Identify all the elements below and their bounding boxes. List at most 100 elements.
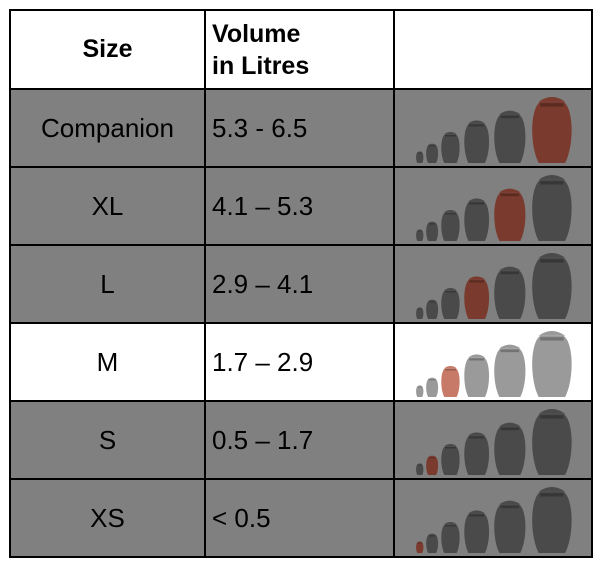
urn-body	[464, 279, 490, 319]
volume-cell: 1.7 – 2.9	[204, 322, 395, 402]
urn-body	[416, 386, 424, 397]
urn-icon	[441, 131, 460, 163]
urn-band	[444, 446, 456, 449]
table-row: S 0.5 – 1.7	[9, 400, 593, 480]
size-cell: Companion	[9, 88, 206, 168]
urn-lid	[444, 443, 457, 447]
header-volume-line1: Volume	[212, 19, 301, 48]
urn-illustration-cell	[393, 322, 593, 402]
urn-row-illustration	[416, 409, 572, 475]
urn-lid	[538, 331, 566, 336]
urn-lid	[444, 131, 457, 135]
urn-lid	[538, 487, 566, 492]
urn-body	[416, 230, 424, 241]
urn-body	[441, 368, 460, 397]
header-volume: Volume in Litres	[204, 9, 395, 90]
urn-body	[494, 192, 526, 241]
urn-lid	[444, 209, 457, 213]
urn-band	[500, 349, 520, 353]
urn-lid	[538, 175, 566, 180]
urn-body	[441, 290, 460, 319]
urn-icon	[426, 533, 439, 553]
urn-body	[441, 134, 460, 163]
size-cell: M	[9, 322, 206, 402]
urn-body	[426, 223, 439, 241]
urn-band	[428, 457, 436, 459]
urn-illustration-cell	[393, 166, 593, 246]
urn-icon	[426, 221, 439, 241]
urn-icon-selected	[494, 188, 526, 241]
urn-icon	[441, 521, 460, 553]
header-volume-line2: in Litres	[212, 51, 310, 80]
urn-lid	[468, 510, 486, 514]
urn-band	[417, 542, 422, 544]
urn-body	[532, 179, 572, 241]
urn-band	[417, 308, 422, 310]
table-row: Companion 5.3 - 6.5	[9, 88, 593, 168]
urn-lid	[468, 354, 486, 358]
urn-icon	[532, 253, 572, 319]
urn-icon	[494, 344, 526, 397]
volume-cell: 0.5 – 1.7	[204, 400, 395, 480]
urn-band	[500, 505, 520, 509]
urn-band	[444, 212, 456, 215]
urn-icon	[464, 510, 490, 553]
urn-body	[532, 413, 572, 475]
urn-body	[494, 504, 526, 553]
size-cell: L	[9, 244, 206, 324]
urn-body	[532, 101, 572, 163]
urn-body	[494, 270, 526, 319]
urn-icon	[426, 377, 439, 397]
urn-band	[428, 301, 436, 303]
urn-lid	[417, 307, 423, 309]
urn-icon	[464, 120, 490, 163]
urn-lid	[428, 377, 437, 379]
volume-cell: 2.9 – 4.1	[204, 244, 395, 324]
urn-lid	[499, 422, 521, 427]
urn-lid	[499, 188, 521, 193]
urn-body	[441, 524, 460, 553]
urn-icon	[532, 487, 572, 553]
urn-row-illustration	[416, 97, 572, 163]
urn-icon	[416, 229, 424, 241]
urn-illustration-cell	[393, 88, 593, 168]
urn-icon	[532, 331, 572, 397]
urn-lid	[444, 521, 457, 525]
urn-body	[532, 491, 572, 553]
urn-band	[469, 280, 485, 283]
urn-band	[469, 358, 485, 361]
urn-lid	[444, 365, 457, 369]
urn-band	[540, 181, 564, 185]
urn-band	[428, 379, 436, 381]
urn-icon	[494, 266, 526, 319]
urn-lid	[468, 432, 486, 436]
urn-icon-selected	[532, 97, 572, 163]
urn-band	[417, 464, 422, 466]
volume-cell: 4.1 – 5.3	[204, 166, 395, 246]
urn-body	[464, 201, 490, 241]
urn-icon	[416, 151, 424, 163]
urn-band	[417, 152, 422, 154]
urn-row-illustration	[416, 487, 572, 553]
header-size: Size	[9, 9, 206, 90]
urn-icon	[416, 385, 424, 397]
size-cell: S	[9, 400, 206, 480]
urn-lid	[538, 253, 566, 258]
urn-body	[494, 348, 526, 397]
urn-lid	[417, 541, 423, 543]
table-row: L 2.9 – 4.1	[9, 244, 593, 324]
urn-band	[444, 524, 456, 527]
urn-body	[464, 123, 490, 163]
urn-row-illustration	[416, 331, 572, 397]
urn-icon	[464, 432, 490, 475]
urn-band	[444, 290, 456, 293]
urn-band	[417, 230, 422, 232]
urn-band	[444, 134, 456, 137]
urn-body	[441, 212, 460, 241]
volume-cell: 5.3 - 6.5	[204, 88, 395, 168]
urn-body	[532, 257, 572, 319]
urn-lid	[468, 198, 486, 202]
table-row: XS < 0.5	[9, 478, 593, 558]
urn-lid	[499, 344, 521, 349]
urn-body	[494, 426, 526, 475]
